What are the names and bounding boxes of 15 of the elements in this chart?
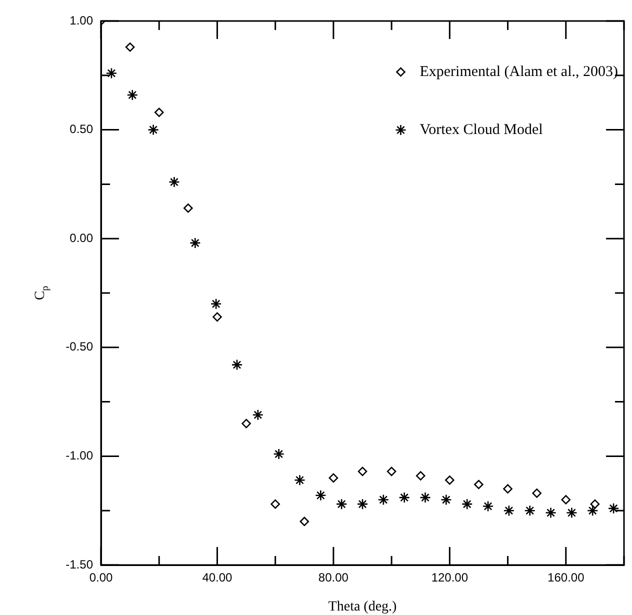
y-tick-label: -0.50 <box>66 340 94 354</box>
x-tick-label: 0.00 <box>89 570 113 585</box>
legend-label: Vortex Cloud Model <box>420 122 543 138</box>
x-tick-label: 160.00 <box>548 570 585 585</box>
y-axis-title: Cp <box>33 286 51 300</box>
y-tick-label: -1.50 <box>66 557 94 572</box>
x-axis-title: Theta (deg.) <box>328 599 398 614</box>
x-tick-label: 40.00 <box>202 570 233 585</box>
x-tick-label: 80.00 <box>318 570 349 585</box>
y-tick-label: -1.00 <box>66 448 94 463</box>
y-tick-label: 1.00 <box>70 13 94 28</box>
y-tick-label: 0.00 <box>70 230 94 245</box>
y-tick-label: 0.50 <box>70 122 94 136</box>
x-tick-label: 120.00 <box>431 570 468 585</box>
legend-label: Experimental (Alam et al., 2003) <box>420 64 618 80</box>
